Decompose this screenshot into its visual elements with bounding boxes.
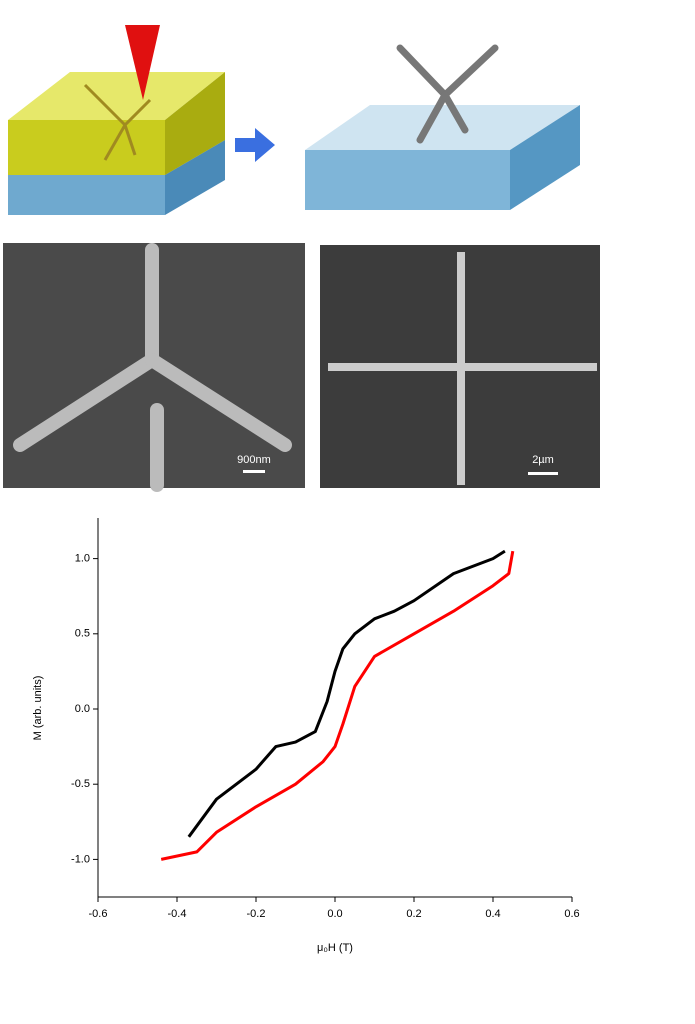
schematic-after bbox=[305, 44, 580, 210]
x-tick-label: 0.0 bbox=[327, 908, 342, 920]
data-line bbox=[187, 549, 506, 838]
sem-image-right: 2µm bbox=[320, 245, 600, 488]
y-tick-label: 0.5 bbox=[75, 628, 90, 640]
scale-bar-label: 900nm bbox=[237, 454, 271, 466]
x-tick-label: -0.4 bbox=[168, 908, 187, 920]
x-tick-label: -0.2 bbox=[247, 908, 266, 920]
scale-bar-label: 2µm bbox=[532, 454, 554, 466]
data-line bbox=[160, 550, 515, 861]
sem-image-left: 900nm bbox=[3, 243, 305, 492]
schematic-before bbox=[8, 25, 225, 215]
y-tick-label: 1.0 bbox=[75, 553, 90, 565]
y-tick-label: -0.5 bbox=[71, 778, 90, 790]
y-tick-label: -1.0 bbox=[71, 853, 90, 865]
y-axis-label: M (arb. units) bbox=[32, 676, 44, 741]
x-tick-label: 0.2 bbox=[406, 908, 421, 920]
x-tick-label: 0.6 bbox=[564, 908, 579, 920]
x-tick-label: -0.6 bbox=[89, 908, 108, 920]
arrow bbox=[235, 128, 275, 162]
y-tick-label: 0.0 bbox=[75, 703, 90, 715]
x-axis-label: μ₀H (T) bbox=[317, 942, 353, 954]
x-tick-label: 0.4 bbox=[485, 908, 500, 920]
